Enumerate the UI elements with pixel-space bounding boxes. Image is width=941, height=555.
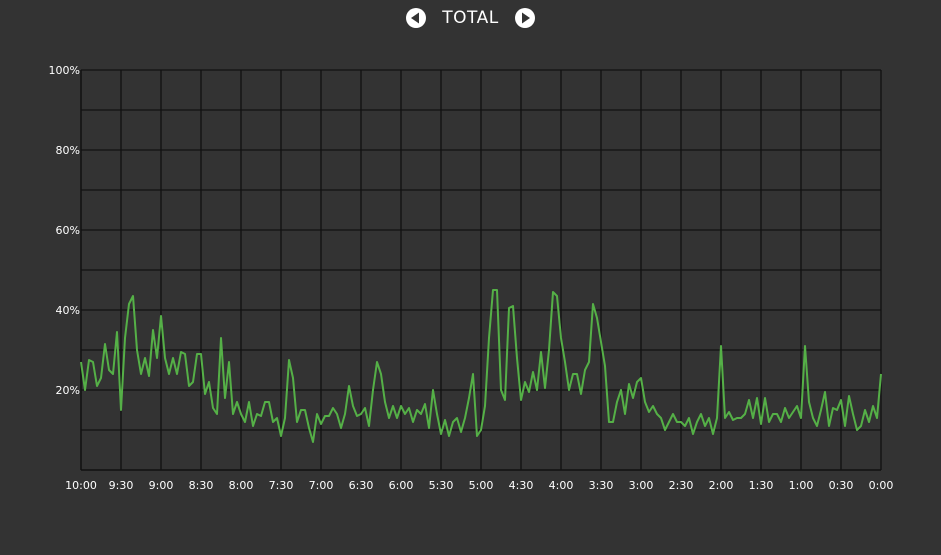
y-tick-label: 40%	[56, 304, 80, 317]
triangle-left-icon	[411, 12, 420, 24]
x-tick-label: 6:30	[349, 479, 374, 492]
chart-header: TOTAL	[0, 6, 941, 30]
x-tick-label: 9:00	[149, 479, 174, 492]
x-tick-label: 3:00	[629, 479, 654, 492]
previous-button[interactable]	[406, 8, 427, 28]
x-tick-label: 5:00	[469, 479, 494, 492]
y-tick-label: 100%	[49, 64, 80, 77]
x-tick-label: 10:00	[65, 479, 97, 492]
x-tick-label: 7:30	[269, 479, 294, 492]
x-tick-label: 0:00	[869, 479, 894, 492]
triangle-right-icon	[521, 12, 530, 24]
x-tick-label: 3:30	[589, 479, 614, 492]
x-tick-label: 6:00	[389, 479, 414, 492]
x-tick-label: 8:30	[189, 479, 214, 492]
x-tick-label: 8:00	[229, 479, 254, 492]
x-tick-label: 1:00	[789, 479, 814, 492]
x-tick-label: 2:00	[709, 479, 734, 492]
next-button[interactable]	[514, 8, 535, 28]
series-line	[80, 289, 882, 443]
x-tick-label: 2:30	[669, 479, 694, 492]
x-tick-label: 4:30	[509, 479, 534, 492]
chart-title: TOTAL	[442, 8, 499, 28]
y-tick-label: 80%	[56, 144, 80, 157]
x-tick-label: 1:30	[749, 479, 774, 492]
x-tick-label: 4:00	[549, 479, 574, 492]
x-tick-label: 5:30	[429, 479, 454, 492]
x-tick-label: 9:30	[109, 479, 134, 492]
x-tick-label: 0:30	[829, 479, 854, 492]
x-tick-label: 7:00	[309, 479, 334, 492]
y-tick-label: 20%	[56, 384, 80, 397]
y-tick-label: 60%	[56, 224, 80, 237]
